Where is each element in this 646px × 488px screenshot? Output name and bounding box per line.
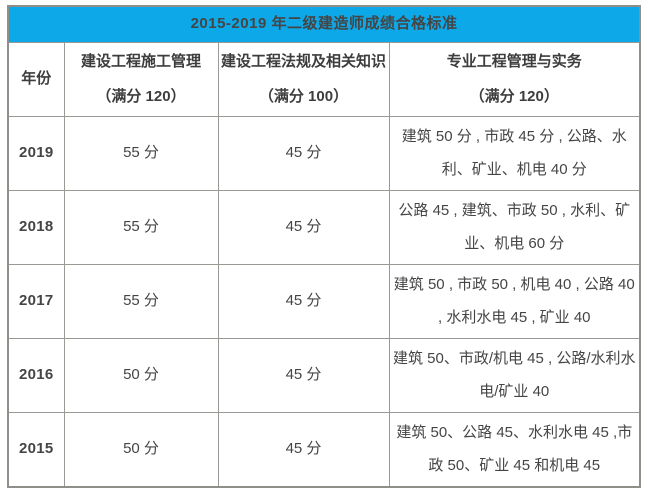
regulations-score-cell: 45 分 <box>217 116 390 191</box>
year-cell: 2015 <box>7 412 65 488</box>
regulations-score-cell: 45 分 <box>217 190 390 265</box>
management-score-cell: 55 分 <box>63 190 219 265</box>
year-cell: 2019 <box>7 116 65 191</box>
year-cell: 2018 <box>7 190 65 265</box>
table-row-2017: 2017 55 分 45 分 建筑 50 , 市政 50 , 机电 40 , 公… <box>7 264 641 339</box>
regulations-score-cell: 45 分 <box>217 338 390 413</box>
practice-score-cell: 建筑 50 分 , 市政 45 分 , 公路、水利、矿业、机电 40 分 <box>388 116 641 191</box>
practice-score-cell: 建筑 50、市政/机电 45 , 公路/水利水电/矿业 40 <box>388 338 641 413</box>
practice-score-cell: 建筑 50 , 市政 50 , 机电 40 , 公路 40 , 水利水电 45 … <box>388 264 641 339</box>
table-row-2018: 2018 55 分 45 分 公路 45 , 建筑、市政 50 , 水利、矿业、… <box>7 190 641 265</box>
header-regulations-subtitle: （满分 100） <box>258 87 349 105</box>
score-standard-table: 2015-2019 年二级建造师成绩合格标准 年份 建设工程施工管理 （满分 1… <box>7 5 642 488</box>
header-cell-year: 年份 <box>7 42 65 117</box>
practice-score-cell: 公路 45 , 建筑、市政 50 , 水利、矿业、机电 60 分 <box>388 190 641 265</box>
header-practice-subtitle: （满分 120） <box>469 87 559 105</box>
management-score-cell: 55 分 <box>63 116 219 191</box>
title-row: 2015-2019 年二级建造师成绩合格标准 <box>7 5 641 43</box>
management-score-cell: 50 分 <box>63 338 219 413</box>
management-score-cell: 50 分 <box>63 412 219 488</box>
table-row-2015: 2015 50 分 45 分 建筑 50、公路 45、水利水电 45 ,市政 5… <box>7 412 641 488</box>
header-management-subtitle: （满分 120） <box>96 87 186 105</box>
table-row-2019: 2019 55 分 45 分 建筑 50 分 , 市政 45 分 , 公路、水利… <box>7 116 641 191</box>
table-title: 2015-2019 年二级建造师成绩合格标准 <box>7 5 641 43</box>
header-practice-title: 专业工程管理与实务 <box>446 53 582 70</box>
header-cell-management: 建设工程施工管理 （满分 120） <box>63 42 219 117</box>
regulations-score-cell: 45 分 <box>217 264 390 339</box>
year-cell: 2016 <box>7 338 65 413</box>
header-cell-regulations: 建设工程法规及相关知识 （满分 100） <box>217 42 390 117</box>
header-management-title: 建设工程施工管理 <box>80 53 201 70</box>
management-score-cell: 55 分 <box>63 264 219 339</box>
header-year-label: 年份 <box>21 70 52 88</box>
header-row: 年份 建设工程施工管理 （满分 120） 建设工程法规及相关知识 （满分 100… <box>7 42 641 117</box>
year-cell: 2017 <box>7 264 65 339</box>
header-cell-practice: 专业工程管理与实务 （满分 120） <box>388 42 641 117</box>
practice-score-cell: 建筑 50、公路 45、水利水电 45 ,市政 50、矿业 45 和机电 45 <box>388 412 641 488</box>
table-row-2016: 2016 50 分 45 分 建筑 50、市政/机电 45 , 公路/水利水电/… <box>7 338 641 413</box>
regulations-score-cell: 45 分 <box>217 412 390 488</box>
header-regulations-title: 建设工程法规及相关知识 <box>220 53 386 70</box>
